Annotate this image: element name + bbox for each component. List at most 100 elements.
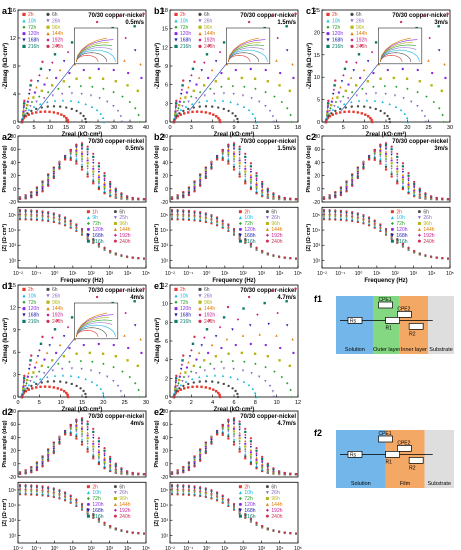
x-tick-label: 10¹ xyxy=(221,546,229,550)
phase-point xyxy=(373,156,376,160)
modulus-point xyxy=(221,219,224,222)
phase-point xyxy=(58,439,61,442)
data-point xyxy=(181,84,184,87)
legend-label: 144h xyxy=(204,306,215,312)
x-tick-label: 10⁻¹ xyxy=(183,546,193,550)
x-tick-label: 0 xyxy=(320,125,323,131)
y-tick-label: 6 xyxy=(165,339,168,345)
x-tick-label: 10⁴ xyxy=(276,271,284,277)
phase-point xyxy=(86,167,89,170)
legend-label: 240h xyxy=(119,514,130,520)
modulus-point xyxy=(233,502,235,505)
data-point xyxy=(187,361,190,364)
legend-marker xyxy=(46,19,50,23)
data-point xyxy=(406,120,410,124)
data-point xyxy=(56,112,60,115)
phase-point xyxy=(261,190,264,193)
phase-point xyxy=(384,168,388,171)
phase-point xyxy=(249,453,253,456)
data-point xyxy=(82,389,85,393)
phase-point xyxy=(328,197,331,200)
data-point xyxy=(370,118,373,122)
legend-label: 2h xyxy=(180,12,186,18)
data-point xyxy=(236,120,240,124)
phase-point xyxy=(232,430,236,433)
data-point xyxy=(82,343,86,347)
legend-label: 168h xyxy=(244,233,255,239)
data-point xyxy=(278,71,282,75)
axes-frame xyxy=(321,9,451,123)
data-point xyxy=(22,112,25,115)
legend-marker xyxy=(86,233,90,237)
y-tick-label: 10⁴ xyxy=(8,228,16,234)
data-point xyxy=(364,92,368,96)
data-point xyxy=(142,287,145,290)
modulus-point xyxy=(221,494,224,497)
data-point xyxy=(79,359,83,363)
data-point xyxy=(73,62,77,66)
phase-point xyxy=(232,438,236,441)
y-tick-label: 10³ xyxy=(9,518,17,524)
data-point xyxy=(192,106,195,109)
phase-point xyxy=(249,437,253,440)
data-point xyxy=(70,382,73,386)
modulus-point xyxy=(289,257,292,260)
legend-label: 26h xyxy=(271,490,280,496)
y-tick-label: 20 xyxy=(162,449,168,455)
legend-marker xyxy=(46,38,50,42)
data-point xyxy=(399,108,403,112)
phase-point xyxy=(232,417,236,420)
data-point xyxy=(20,120,24,124)
phase-point xyxy=(182,196,185,199)
phase-point xyxy=(227,155,230,158)
phase-point xyxy=(52,175,55,178)
data-point xyxy=(264,365,267,369)
phase-point xyxy=(351,181,354,184)
phase-point xyxy=(103,460,106,463)
legend-label: 6h xyxy=(423,209,429,215)
data-point xyxy=(373,99,377,102)
data-point xyxy=(352,110,355,114)
data-point xyxy=(178,100,182,103)
modulus-point xyxy=(137,257,140,260)
data-point xyxy=(187,382,190,386)
data-point xyxy=(178,112,181,115)
data-point xyxy=(251,387,255,390)
data-point xyxy=(27,108,31,112)
phase-point xyxy=(255,185,258,188)
modulus-point xyxy=(255,521,258,524)
x-tick-label: 10⁰ xyxy=(203,546,211,550)
data-point xyxy=(79,387,82,390)
phase-point xyxy=(204,170,207,173)
data-point xyxy=(179,108,183,112)
data-point xyxy=(292,351,295,355)
data-point xyxy=(39,110,42,114)
data-point xyxy=(98,97,101,100)
legend-label: 192h xyxy=(271,508,282,514)
data-point xyxy=(290,395,293,399)
x-tick-label: 25 xyxy=(426,125,432,131)
phase-point xyxy=(86,428,89,431)
axes-frame xyxy=(321,135,451,203)
data-point xyxy=(184,96,187,99)
y-tick-label: 0 xyxy=(13,187,16,193)
modulus-axis-label: |Z| (Ω·cm²) xyxy=(153,499,160,527)
legend-marker xyxy=(174,12,178,16)
panel-speed: 3m/s xyxy=(434,146,448,152)
phase-point xyxy=(249,443,253,446)
phase-point xyxy=(80,145,84,149)
legend-label: 9h xyxy=(92,215,98,221)
phase-point xyxy=(266,188,269,192)
phase-point xyxy=(86,170,89,173)
inset-arrow xyxy=(36,63,75,111)
phase-point xyxy=(58,441,61,444)
legend-marker xyxy=(113,227,117,231)
x-tick-label: 10² xyxy=(240,271,248,277)
phase-point xyxy=(249,462,253,466)
data-point xyxy=(179,96,182,100)
phase-point xyxy=(204,448,207,451)
phase-point xyxy=(227,157,230,160)
phase-point xyxy=(221,428,224,431)
data-point xyxy=(27,388,30,391)
region-label: Outer layer xyxy=(373,347,400,353)
